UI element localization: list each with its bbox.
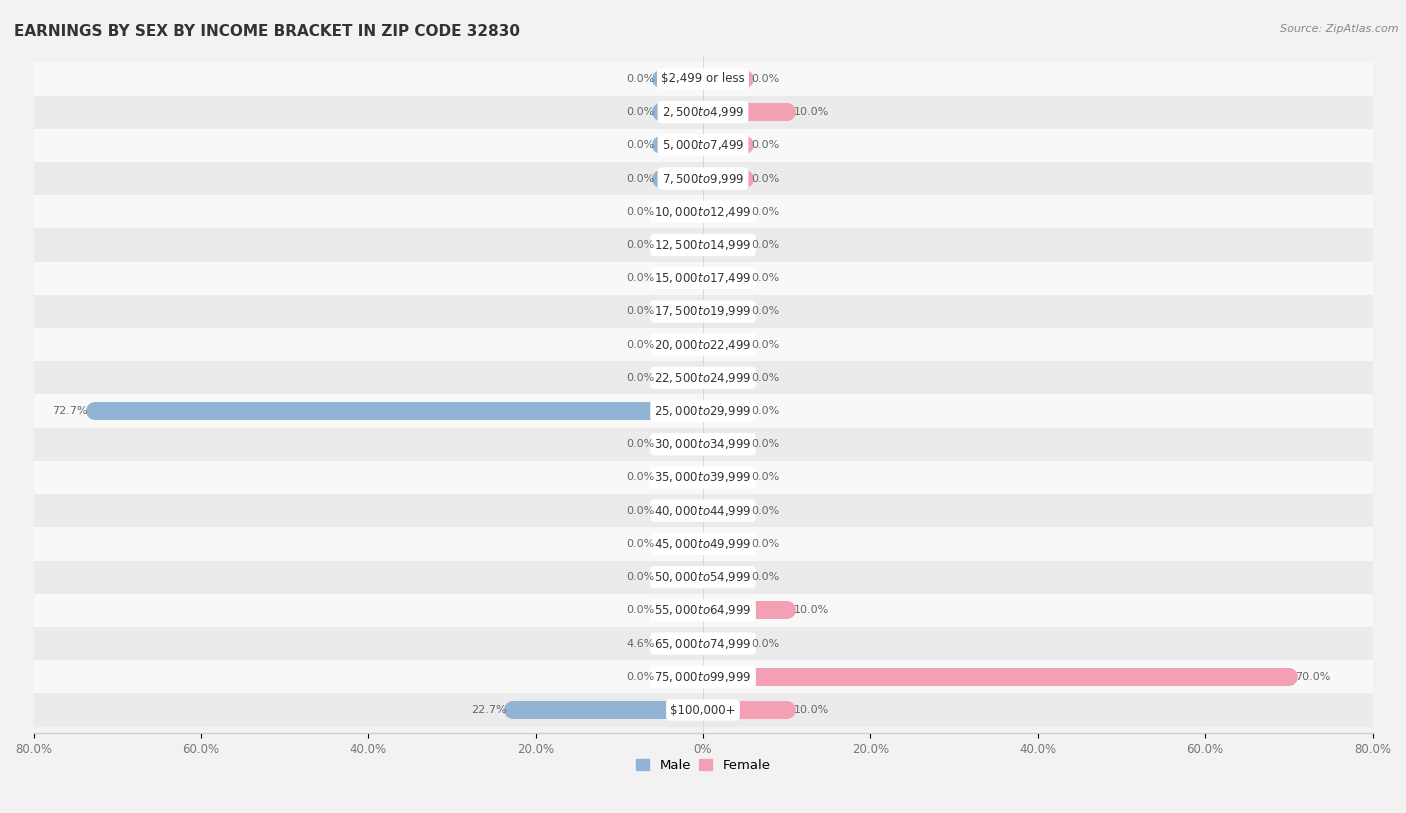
Text: 0.0%: 0.0% [626,439,654,450]
Text: $55,000 to $64,999: $55,000 to $64,999 [654,603,752,617]
Text: 0.0%: 0.0% [752,373,780,383]
Text: $17,500 to $19,999: $17,500 to $19,999 [654,304,752,319]
Text: 0.0%: 0.0% [752,141,780,150]
Text: 0.0%: 0.0% [752,406,780,416]
Bar [34,162,1372,195]
Text: 0.0%: 0.0% [752,207,780,217]
Text: $20,000 to $22,499: $20,000 to $22,499 [654,337,752,352]
Bar [34,95,1372,128]
Bar [34,593,1372,627]
Text: Source: ZipAtlas.com: Source: ZipAtlas.com [1281,24,1399,34]
Bar [34,361,1372,394]
Text: 0.0%: 0.0% [752,472,780,482]
Text: 0.0%: 0.0% [626,141,654,150]
Text: $7,500 to $9,999: $7,500 to $9,999 [662,172,744,185]
Text: $5,000 to $7,499: $5,000 to $7,499 [662,138,744,152]
Text: 0.0%: 0.0% [626,472,654,482]
Text: $40,000 to $44,999: $40,000 to $44,999 [654,504,752,518]
Text: $22,500 to $24,999: $22,500 to $24,999 [654,371,752,385]
Bar [34,693,1372,727]
Text: 10.0%: 10.0% [793,705,828,715]
Bar [34,560,1372,593]
Text: 0.0%: 0.0% [626,340,654,350]
Bar [34,660,1372,693]
Bar [34,494,1372,528]
Text: 0.0%: 0.0% [626,173,654,184]
Bar [34,461,1372,494]
Text: 0.0%: 0.0% [626,672,654,682]
Text: $65,000 to $74,999: $65,000 to $74,999 [654,637,752,650]
Text: $45,000 to $49,999: $45,000 to $49,999 [654,537,752,551]
Text: 0.0%: 0.0% [752,572,780,582]
Text: 0.0%: 0.0% [752,638,780,649]
Text: EARNINGS BY SEX BY INCOME BRACKET IN ZIP CODE 32830: EARNINGS BY SEX BY INCOME BRACKET IN ZIP… [14,24,520,39]
Text: 0.0%: 0.0% [626,273,654,283]
Bar [34,195,1372,228]
Bar [34,63,1372,95]
Bar [34,428,1372,461]
Bar [34,394,1372,428]
Text: $2,499 or less: $2,499 or less [661,72,745,85]
Text: 0.0%: 0.0% [752,307,780,316]
Text: 0.0%: 0.0% [752,439,780,450]
Bar [34,295,1372,328]
Bar [34,262,1372,295]
Text: $30,000 to $34,999: $30,000 to $34,999 [654,437,752,451]
Text: 0.0%: 0.0% [626,107,654,117]
Text: 0.0%: 0.0% [752,240,780,250]
Text: 0.0%: 0.0% [626,506,654,515]
Text: 0.0%: 0.0% [626,572,654,582]
Text: 70.0%: 70.0% [1295,672,1331,682]
Bar [34,228,1372,262]
Text: 72.7%: 72.7% [52,406,89,416]
Text: $50,000 to $54,999: $50,000 to $54,999 [654,570,752,585]
Text: 0.0%: 0.0% [626,539,654,549]
Text: 10.0%: 10.0% [793,606,828,615]
Text: 0.0%: 0.0% [752,506,780,515]
Text: 4.6%: 4.6% [626,638,654,649]
Bar [34,627,1372,660]
Text: 0.0%: 0.0% [752,74,780,84]
Text: 0.0%: 0.0% [752,539,780,549]
Text: $25,000 to $29,999: $25,000 to $29,999 [654,404,752,418]
Text: $2,500 to $4,999: $2,500 to $4,999 [662,105,744,120]
Text: $100,000+: $100,000+ [671,703,735,716]
Bar [34,328,1372,361]
Text: $75,000 to $99,999: $75,000 to $99,999 [654,670,752,684]
Legend: Male, Female: Male, Female [630,754,776,777]
Text: $35,000 to $39,999: $35,000 to $39,999 [654,471,752,485]
Text: 0.0%: 0.0% [626,606,654,615]
Text: $12,500 to $14,999: $12,500 to $14,999 [654,238,752,252]
Text: 0.0%: 0.0% [626,74,654,84]
Text: 10.0%: 10.0% [793,107,828,117]
Text: 0.0%: 0.0% [626,240,654,250]
Text: 0.0%: 0.0% [626,207,654,217]
Text: $15,000 to $17,499: $15,000 to $17,499 [654,272,752,285]
Bar [34,128,1372,162]
Text: 0.0%: 0.0% [752,340,780,350]
Bar [34,528,1372,560]
Text: 0.0%: 0.0% [752,173,780,184]
Text: 0.0%: 0.0% [626,373,654,383]
Text: 22.7%: 22.7% [471,705,506,715]
Text: $10,000 to $12,499: $10,000 to $12,499 [654,205,752,219]
Text: 0.0%: 0.0% [626,307,654,316]
Text: 0.0%: 0.0% [752,273,780,283]
